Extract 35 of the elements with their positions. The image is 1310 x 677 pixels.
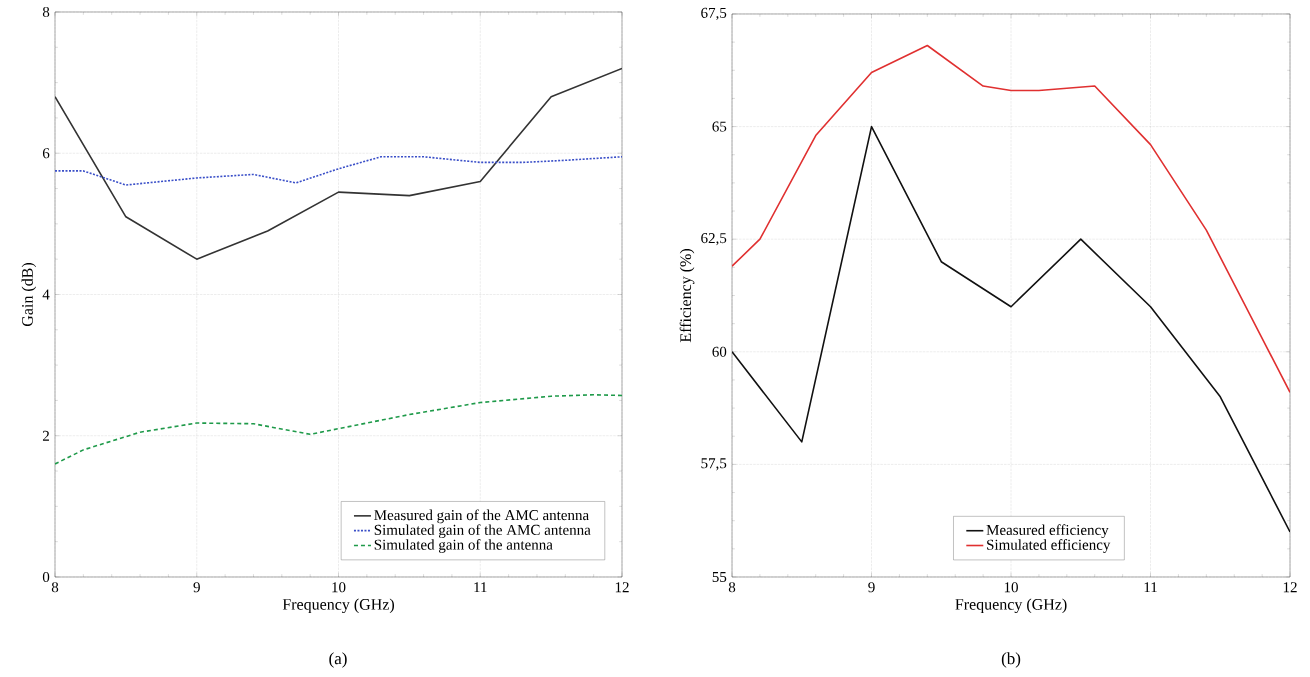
line-series — [55, 393, 623, 465]
y-axis-title: Gain (dB) — [21, 262, 37, 327]
legend-label: Simulated gain of the antenna — [374, 539, 553, 553]
x-axis-title: Frequency (GHz) — [282, 598, 395, 614]
y-tick-label: 4 — [42, 289, 50, 300]
x-tick-label: 9 — [868, 582, 875, 593]
x-tick-label: 11 — [1144, 582, 1157, 593]
line-series — [55, 155, 623, 186]
x-tick-label: 8 — [51, 582, 59, 593]
y-tick-label: 65 — [712, 121, 727, 132]
legend-label: Measured efficiency — [986, 524, 1109, 539]
x-tick-label: 11 — [474, 582, 487, 593]
y-tick-label: 62,5 — [701, 233, 727, 246]
x-tick-label: 10 — [332, 582, 346, 593]
y-tick-label: 55 — [712, 572, 727, 582]
legend-label: Simulated gain of the AMC antenna — [374, 524, 591, 539]
legend-label: Measured gain of the AMC antenna — [374, 509, 589, 524]
y-tick-label: 2 — [42, 430, 49, 441]
y-tick-label: 8 — [42, 6, 50, 18]
y-tick-label: 6 — [42, 148, 50, 159]
legend-label: Simulated efficiency — [987, 539, 1111, 553]
line-series — [732, 44, 1291, 394]
y-tick-label: 57,5 — [701, 458, 727, 471]
y-tick-label: 60 — [712, 346, 727, 357]
y-tick-label: 0 — [42, 571, 50, 583]
x-tick-label: 8 — [728, 582, 736, 593]
x-axis-title: Frequency (GHz) — [955, 598, 1067, 614]
x-tick-label: 10 — [1004, 582, 1018, 593]
x-tick-label: 12 — [1283, 582, 1297, 593]
y-tick-label: 67,5 — [701, 7, 727, 21]
y-axis-title: Efficiency (%) — [679, 249, 695, 343]
text: (a) — [329, 652, 347, 668]
text: (b) — [1001, 652, 1021, 668]
x-tick-label: 9 — [193, 582, 200, 593]
x-tick-label: 12 — [615, 582, 629, 593]
